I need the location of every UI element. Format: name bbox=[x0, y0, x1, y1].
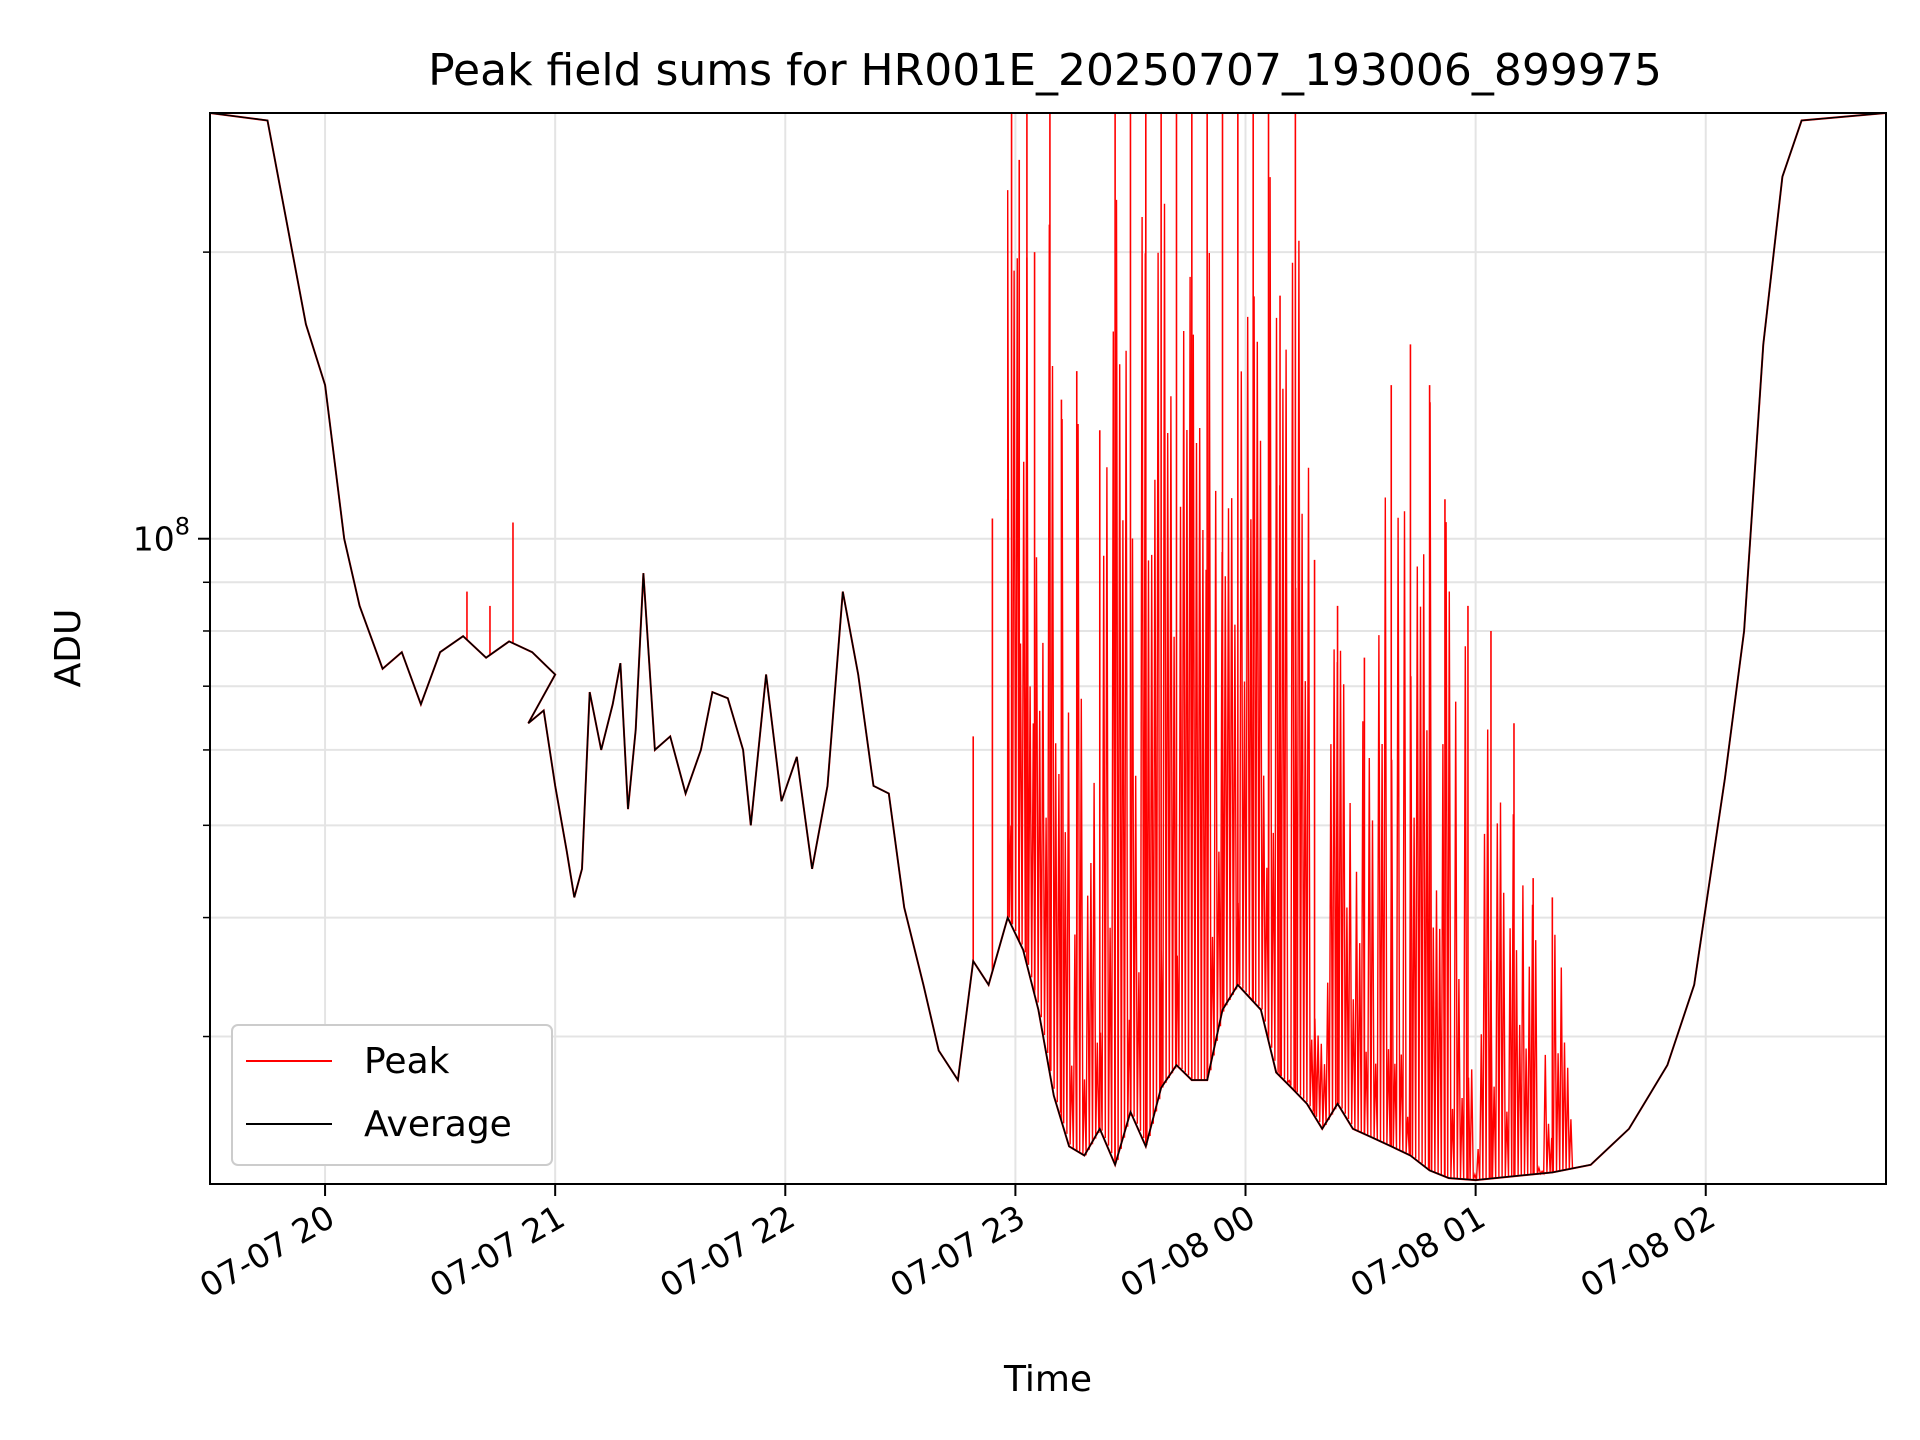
series-average bbox=[209, 112, 1887, 1181]
legend-peak-label: Peak bbox=[364, 1041, 450, 1082]
chart-title: Peak field sums for HR001E_20250707_1930… bbox=[428, 45, 1662, 96]
y-tick-label: 108 bbox=[133, 513, 190, 559]
series-peak bbox=[209, 112, 1887, 1182]
legend-average-label: Average bbox=[364, 1104, 512, 1145]
x-axis-label: Time bbox=[1003, 1359, 1092, 1400]
plot-frame bbox=[209, 112, 1887, 1185]
y-axis-ticks: 108 bbox=[133, 251, 210, 1038]
average-line bbox=[209, 112, 1887, 1181]
y-axis-label: ADU bbox=[48, 609, 89, 688]
legend: Peak Average bbox=[231, 1024, 553, 1166]
